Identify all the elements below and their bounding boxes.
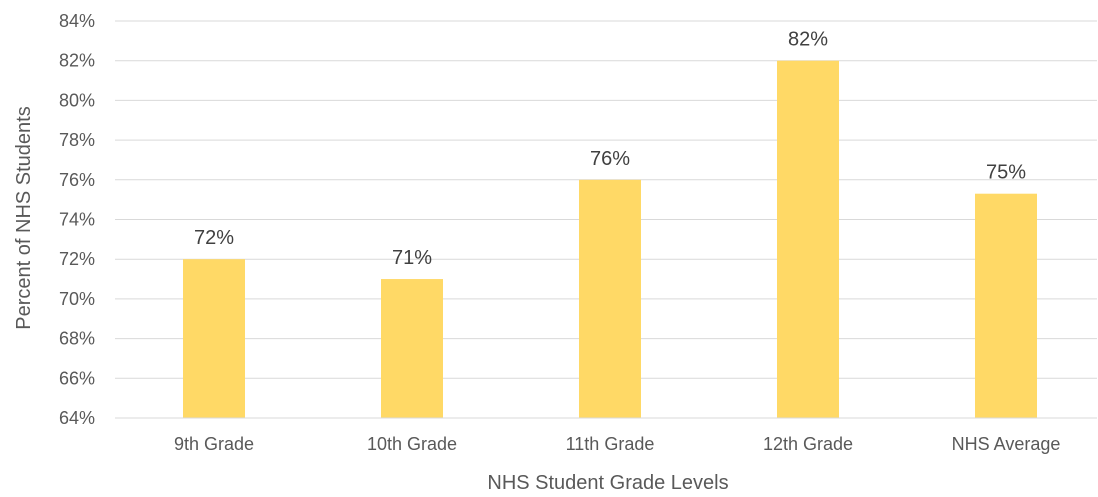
bars (183, 60, 1037, 418)
x-tick-label: 11th Grade (566, 434, 655, 454)
bar-data-label: 72% (194, 227, 234, 249)
y-tick-label: 80% (59, 90, 95, 110)
y-tick-label: 76% (59, 170, 95, 190)
x-axis-tick-labels: 9th Grade 10th Grade 11th Grade 12th Grade N… (174, 434, 1060, 454)
data-labels: 72% 71% 76% 82% 75% (194, 29, 1026, 269)
y-tick-label: 66% (59, 368, 95, 388)
bar-data-label: 75% (986, 162, 1026, 184)
bar-data-label: 82% (788, 29, 828, 51)
x-axis-title: NHS Student Grade Levels (487, 472, 728, 494)
x-tick-label: NHS Average (952, 434, 1061, 454)
y-tick-label: 82% (59, 51, 95, 71)
x-tick-label: 12th Grade (763, 434, 853, 454)
bar (777, 60, 839, 418)
bar (183, 259, 245, 418)
y-axis-tick-labels: 64% 66% 68% 70% 72% 74% 76% 78% 80% 82% 84% (59, 11, 95, 428)
bar (381, 279, 443, 418)
bar (975, 193, 1037, 418)
y-tick-label: 64% (59, 408, 95, 428)
bar (579, 179, 641, 418)
y-tick-label: 74% (59, 210, 95, 230)
y-tick-label: 78% (59, 130, 95, 150)
y-tick-label: 84% (59, 11, 95, 31)
y-axis-title: Percent of NHS Students (13, 106, 35, 329)
x-tick-label: 9th Grade (174, 434, 254, 454)
bar-data-label: 71% (392, 247, 432, 269)
bar-data-label: 76% (590, 148, 630, 170)
y-tick-label: 68% (59, 329, 95, 349)
y-tick-label: 70% (59, 289, 95, 309)
y-tick-label: 72% (59, 249, 95, 269)
x-tick-label: 10th Grade (367, 434, 457, 454)
